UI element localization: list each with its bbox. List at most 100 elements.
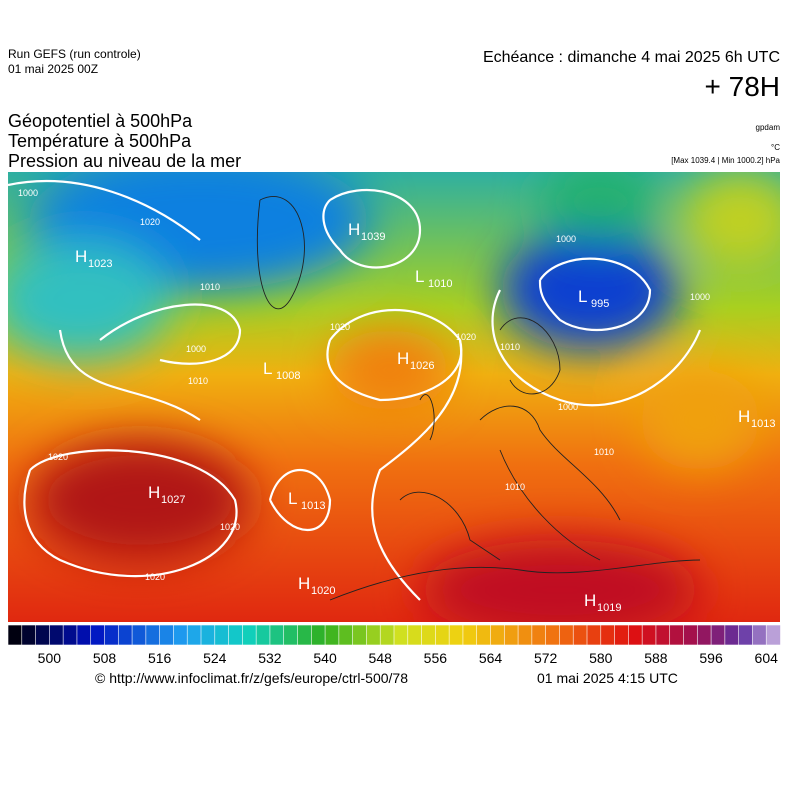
run: Run GEFS (run controle) xyxy=(8,47,141,61)
color-swatch xyxy=(407,624,423,646)
center-type: H xyxy=(584,591,596,610)
isobar-label: 1020 xyxy=(140,217,160,227)
center-type: H xyxy=(298,574,310,593)
color-swatch xyxy=(76,624,92,646)
isobar-label: 1010 xyxy=(200,282,220,292)
color-swatch xyxy=(641,624,657,646)
color-swatch xyxy=(545,624,561,646)
colorbar-label: 500 xyxy=(38,650,62,666)
center-type: H xyxy=(738,407,750,426)
isobar-label: 1020 xyxy=(220,522,240,532)
colorbar-label: 524 xyxy=(203,650,227,666)
color-swatch xyxy=(421,624,437,646)
center-type: H xyxy=(75,247,87,266)
color-swatch xyxy=(21,624,37,646)
color-swatch xyxy=(255,624,271,646)
colorbar-label: 516 xyxy=(148,650,172,666)
center-value: 1008 xyxy=(276,370,300,382)
unit: gpdam xyxy=(756,123,781,132)
color-swatch xyxy=(710,624,726,646)
color-swatch xyxy=(297,624,313,646)
color-swatch xyxy=(517,624,533,646)
color-swatch xyxy=(448,624,464,646)
colorbar-label: 540 xyxy=(313,650,337,666)
center-value: 1023 xyxy=(88,258,112,270)
colorbar-label: 532 xyxy=(258,650,282,666)
colorbar-label: 572 xyxy=(534,650,558,666)
title: Géopotentiel à 500hPa xyxy=(8,111,193,131)
colorbar-label: 508 xyxy=(93,650,117,666)
color-swatch xyxy=(159,624,175,646)
isobar-label: 1000 xyxy=(18,188,38,198)
center-value: 1013 xyxy=(301,500,325,512)
colorbar-label: 588 xyxy=(644,650,668,666)
color-swatch xyxy=(214,624,230,646)
colorbar-label: 596 xyxy=(699,650,723,666)
isobar-label: 1000 xyxy=(186,344,206,354)
color-swatch xyxy=(476,624,492,646)
color-swatch xyxy=(655,624,671,646)
title: Température à 500hPa xyxy=(8,131,192,151)
isobar-label: 1020 xyxy=(48,452,68,462)
color-swatch xyxy=(200,624,216,646)
color-swatch xyxy=(765,624,781,646)
color-swatch xyxy=(393,624,409,646)
center-value: 995 xyxy=(591,298,609,310)
colorbar-label: 564 xyxy=(479,650,503,666)
center-type: L xyxy=(578,287,587,306)
color-swatch xyxy=(228,624,244,646)
isobar-labels: 1000 1020 1010 1000 1010 1020 1020 1010 1000 1000… xyxy=(18,188,710,582)
colorbar-label: 580 xyxy=(589,650,613,666)
center-type: H xyxy=(348,220,360,239)
colorbar-label: 548 xyxy=(369,650,393,666)
color-swatch xyxy=(117,624,133,646)
center-value: 1027 xyxy=(161,494,185,506)
center-type: L xyxy=(415,267,424,286)
center-value: 1019 xyxy=(597,602,621,614)
colorbar-label: 604 xyxy=(755,650,779,666)
color-swatch xyxy=(186,624,202,646)
color-swatch xyxy=(145,624,161,646)
color-swatch xyxy=(490,624,506,646)
map xyxy=(8,172,780,622)
isobar-label: 1000 xyxy=(558,402,578,412)
color-swatch xyxy=(752,624,768,646)
color-swatch xyxy=(366,624,382,646)
color-swatch xyxy=(628,624,643,646)
color-swatch xyxy=(269,624,285,646)
issue-time: 01 mai 2025 4:15 UTC xyxy=(537,670,678,686)
color-swatch xyxy=(724,624,740,646)
color-swatch xyxy=(173,624,189,646)
isobar-label: 1000 xyxy=(556,234,576,244)
isobar-label: 1000 xyxy=(690,292,710,302)
title: Pression au niveau de la mer xyxy=(8,151,241,171)
isobar-label: 1010 xyxy=(188,376,208,386)
colorbar: 500 508 516 524 532 540 548 556 564 572 580 588 596 6… xyxy=(7,624,781,666)
color-swatch xyxy=(131,624,147,646)
center-type: L xyxy=(263,359,272,378)
isobar-label: 1010 xyxy=(500,342,520,352)
color-swatch xyxy=(503,624,519,646)
center-type: H xyxy=(397,349,409,368)
color-swatch xyxy=(7,624,23,646)
center-value: 1020 xyxy=(311,585,335,597)
color-swatch xyxy=(586,624,602,646)
color-swatch xyxy=(614,624,630,646)
isobar-label: 1020 xyxy=(330,322,350,332)
isobar-label: 1020 xyxy=(456,332,476,342)
isobar-label: 1010 xyxy=(505,482,525,492)
color-swatch xyxy=(435,624,450,646)
color-swatch xyxy=(283,624,299,646)
echeance: Echéance : dimanche 4 mai 2025 6h UTC xyxy=(483,49,780,66)
unit: [Max 1039.4 | Min 1000.2] hPa xyxy=(671,156,780,165)
color-swatch xyxy=(338,624,354,646)
color-swatch xyxy=(462,624,478,646)
color-swatch xyxy=(683,624,699,646)
source-url: © http://www.infoclimat.fr/z/gefs/europe… xyxy=(95,670,408,686)
color-swatch xyxy=(352,624,368,646)
color-swatch xyxy=(49,624,64,646)
color-swatch xyxy=(104,624,120,646)
color-swatch xyxy=(531,624,547,646)
lead-time: + 78H xyxy=(705,71,781,102)
